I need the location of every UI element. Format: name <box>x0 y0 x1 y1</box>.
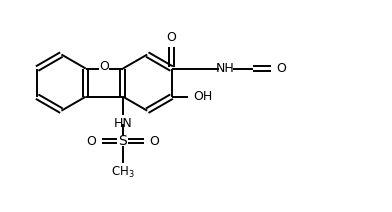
Text: NH: NH <box>216 62 234 75</box>
Text: S: S <box>118 134 127 148</box>
Text: O: O <box>149 135 159 148</box>
Text: O: O <box>100 60 109 74</box>
Text: OH: OH <box>193 90 212 103</box>
Text: O: O <box>167 31 176 44</box>
Text: CH$_3$: CH$_3$ <box>111 165 135 180</box>
Text: O: O <box>87 135 96 148</box>
Text: O: O <box>276 62 287 75</box>
Text: HN: HN <box>114 117 132 130</box>
